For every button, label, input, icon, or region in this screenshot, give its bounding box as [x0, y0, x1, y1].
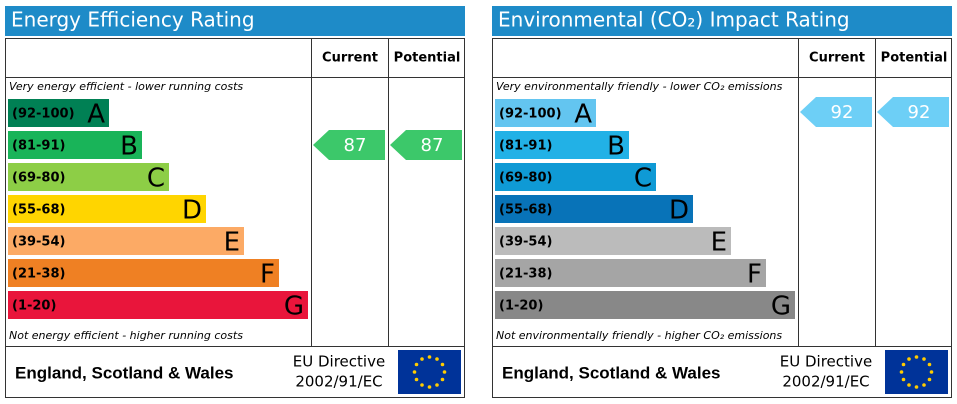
- frame: [492, 38, 952, 398]
- band-letter: E: [224, 228, 240, 258]
- eu-star: [929, 370, 934, 374]
- rating-band: [495, 131, 629, 159]
- band-letter: A: [574, 100, 592, 130]
- rating-arrow: [313, 130, 385, 160]
- rating-arrow: [800, 97, 872, 127]
- top-note: Very energy efficient - lower running co…: [9, 80, 243, 93]
- top-note: Very environmentally friendly - lower CO…: [496, 80, 783, 93]
- bottom-note: Not energy efficient - higher running co…: [9, 329, 243, 342]
- band-letter: G: [284, 292, 304, 322]
- rating-value: 87: [344, 135, 367, 156]
- eu-star: [914, 355, 919, 359]
- rating-arrow: [877, 97, 949, 127]
- frame: [5, 38, 465, 398]
- rating-band: [8, 163, 169, 191]
- rating-band: [8, 195, 206, 223]
- rating-value: 92: [908, 102, 931, 123]
- eu-star: [901, 377, 906, 382]
- rating-band: [495, 163, 656, 191]
- footer-directive: 2002/91/EC: [295, 373, 382, 391]
- eu-star: [440, 377, 445, 382]
- eu-star: [927, 362, 932, 367]
- eu-star: [414, 362, 419, 367]
- column-header: Potential: [881, 51, 948, 66]
- eu-star: [420, 383, 424, 387]
- eu-star: [914, 385, 919, 389]
- band-range: (21-38): [12, 267, 65, 282]
- rating-band: [8, 227, 244, 255]
- footer-directive: EU Directive: [780, 353, 872, 371]
- rating-panel: Energy Efficiency Rating Current Potential…: [5, 6, 465, 398]
- rating-value: 87: [421, 135, 444, 156]
- band-letter: G: [771, 292, 791, 322]
- rating-band: [8, 99, 109, 127]
- band-range: (1-20): [499, 299, 543, 314]
- band-range: (69-80): [12, 171, 65, 186]
- eu-star: [412, 370, 417, 374]
- band-letter: B: [120, 132, 138, 162]
- eu-star: [899, 370, 904, 374]
- eu-star: [427, 385, 432, 389]
- eu-star: [907, 357, 911, 361]
- band-range: (39-54): [499, 235, 552, 250]
- eu-star: [435, 383, 439, 387]
- eu-star: [427, 355, 432, 359]
- eu-star: [922, 357, 926, 361]
- rating-band: [495, 259, 766, 287]
- eu-star: [442, 370, 447, 374]
- column-header: Current: [322, 51, 378, 66]
- column-header: Potential: [394, 51, 461, 66]
- band-letter: C: [147, 164, 165, 194]
- eu-star: [927, 377, 932, 382]
- band-letter: A: [87, 100, 105, 130]
- eu-star: [440, 362, 445, 367]
- footer-directive: 2002/91/EC: [782, 373, 869, 391]
- panel-title: Energy Efficiency Rating: [11, 8, 255, 32]
- rating-band: [8, 259, 279, 287]
- rating-panel: Environmental (CO₂) Impact Rating Current…: [492, 6, 952, 398]
- band-letter: E: [711, 228, 727, 258]
- rating-band: [8, 291, 308, 319]
- rating-band: [495, 195, 693, 223]
- rating-value: 92: [831, 102, 854, 123]
- band-letter: F: [747, 260, 762, 290]
- rating-band: [495, 227, 731, 255]
- bottom-note: Not environmentally friendly - higher CO…: [496, 329, 782, 342]
- rating-band: [495, 99, 596, 127]
- eu-star: [922, 383, 926, 387]
- eu-star: [414, 377, 419, 382]
- panel-title: Environmental (CO₂) Impact Rating: [498, 8, 850, 32]
- title-bar: [492, 6, 952, 36]
- eu-star: [907, 383, 911, 387]
- band-letter: D: [669, 196, 689, 226]
- rating-band: [8, 131, 142, 159]
- eu-star: [435, 357, 439, 361]
- band-range: (81-91): [499, 139, 552, 154]
- band-range: (69-80): [499, 171, 552, 186]
- band-letter: B: [607, 132, 625, 162]
- band-letter: D: [182, 196, 202, 226]
- band-range: (1-20): [12, 299, 56, 314]
- footer-directive: EU Directive: [293, 353, 385, 371]
- band-range: (81-91): [12, 139, 65, 154]
- band-range: (55-68): [499, 203, 552, 218]
- eu-star: [420, 357, 424, 361]
- band-range: (92-100): [12, 107, 75, 122]
- band-range: (39-54): [12, 235, 65, 250]
- band-letter: F: [260, 260, 275, 290]
- title-bar: [5, 6, 465, 36]
- band-range: (55-68): [12, 203, 65, 218]
- column-header: Current: [809, 51, 865, 66]
- band-range: (92-100): [499, 107, 562, 122]
- footer-region: England, Scotland & Wales: [15, 363, 234, 382]
- eu-star: [901, 362, 906, 367]
- band-range: (21-38): [499, 267, 552, 282]
- rating-band: [495, 291, 795, 319]
- footer-region: England, Scotland & Wales: [502, 363, 721, 382]
- rating-arrow: [390, 130, 462, 160]
- band-letter: C: [634, 164, 652, 194]
